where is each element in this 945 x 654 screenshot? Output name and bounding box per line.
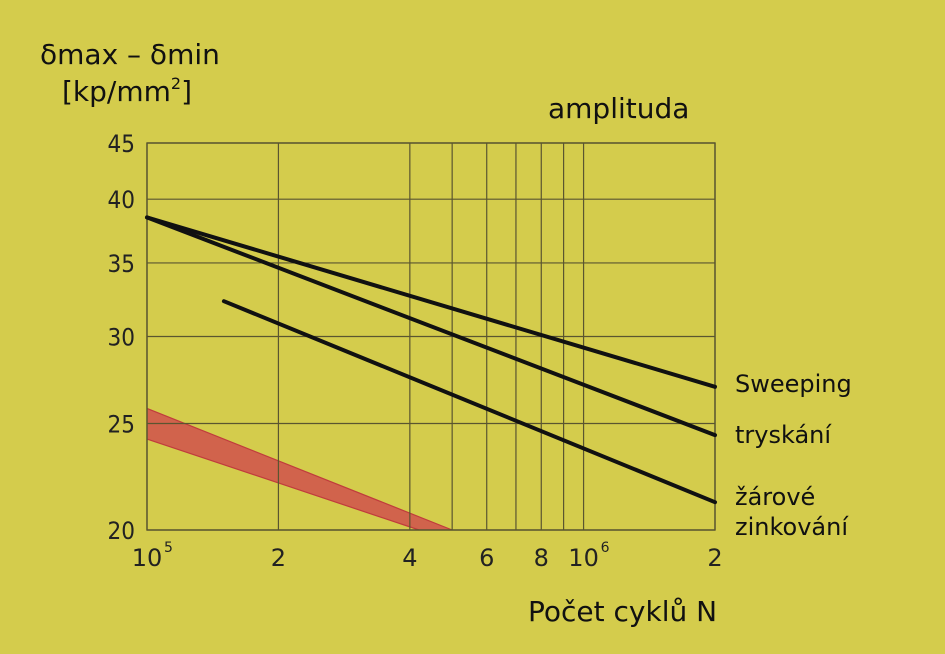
- x-tick-label-1: 2: [271, 544, 286, 572]
- series-label-sweeping: Sweeping: [735, 370, 852, 398]
- x-tick-label-5: 10: [568, 544, 599, 572]
- y-axis-unit-end: ]: [181, 75, 193, 108]
- x-tick-label-0: 10: [132, 544, 163, 572]
- series-label-zinkovani-line1: žárové: [735, 483, 816, 511]
- y-tick-label-25: 25: [108, 411, 135, 439]
- y-axis-unit-main: [kp/mm: [62, 75, 171, 108]
- plot-frame: [146, 142, 716, 531]
- y-tick-label-30: 30: [108, 324, 135, 352]
- y-axis-unit-sup: 2: [170, 74, 182, 93]
- y-tick-label-40: 40: [108, 186, 135, 214]
- y-axis-unit: [kp/mm2]: [62, 74, 192, 108]
- series-label-zinkovani: žárové zinkování: [735, 482, 848, 542]
- x-tick-label-3: 6: [479, 544, 494, 572]
- scatter-band-upper-edge: [146, 407, 453, 531]
- series-line-3: [221, 299, 717, 505]
- x-tick-label-6: 2: [707, 544, 722, 572]
- series-line-2: [145, 215, 717, 438]
- series-line-1: [145, 215, 717, 389]
- x-tick-label-4: 8: [534, 544, 549, 572]
- amplitude-caption: amplituda: [548, 92, 690, 125]
- x-tick-exponent-5: 6: [601, 540, 610, 556]
- y-tick-label-45: 45: [108, 130, 135, 158]
- x-tick-label-2: 4: [402, 544, 417, 572]
- x-tick-exponent-0: 5: [164, 540, 173, 556]
- y-tick-label-35: 35: [108, 250, 135, 278]
- series-label-zinkovani-line2: zinkování: [735, 513, 848, 541]
- scatter-band-lower-edge: [146, 438, 420, 531]
- series-label-tryskani: tryskání: [735, 421, 832, 449]
- y-tick-label-20: 20: [108, 517, 135, 545]
- x-axis-label: Počet cyklů N: [528, 595, 718, 628]
- y-axis-label: δmax – δmin: [40, 38, 220, 71]
